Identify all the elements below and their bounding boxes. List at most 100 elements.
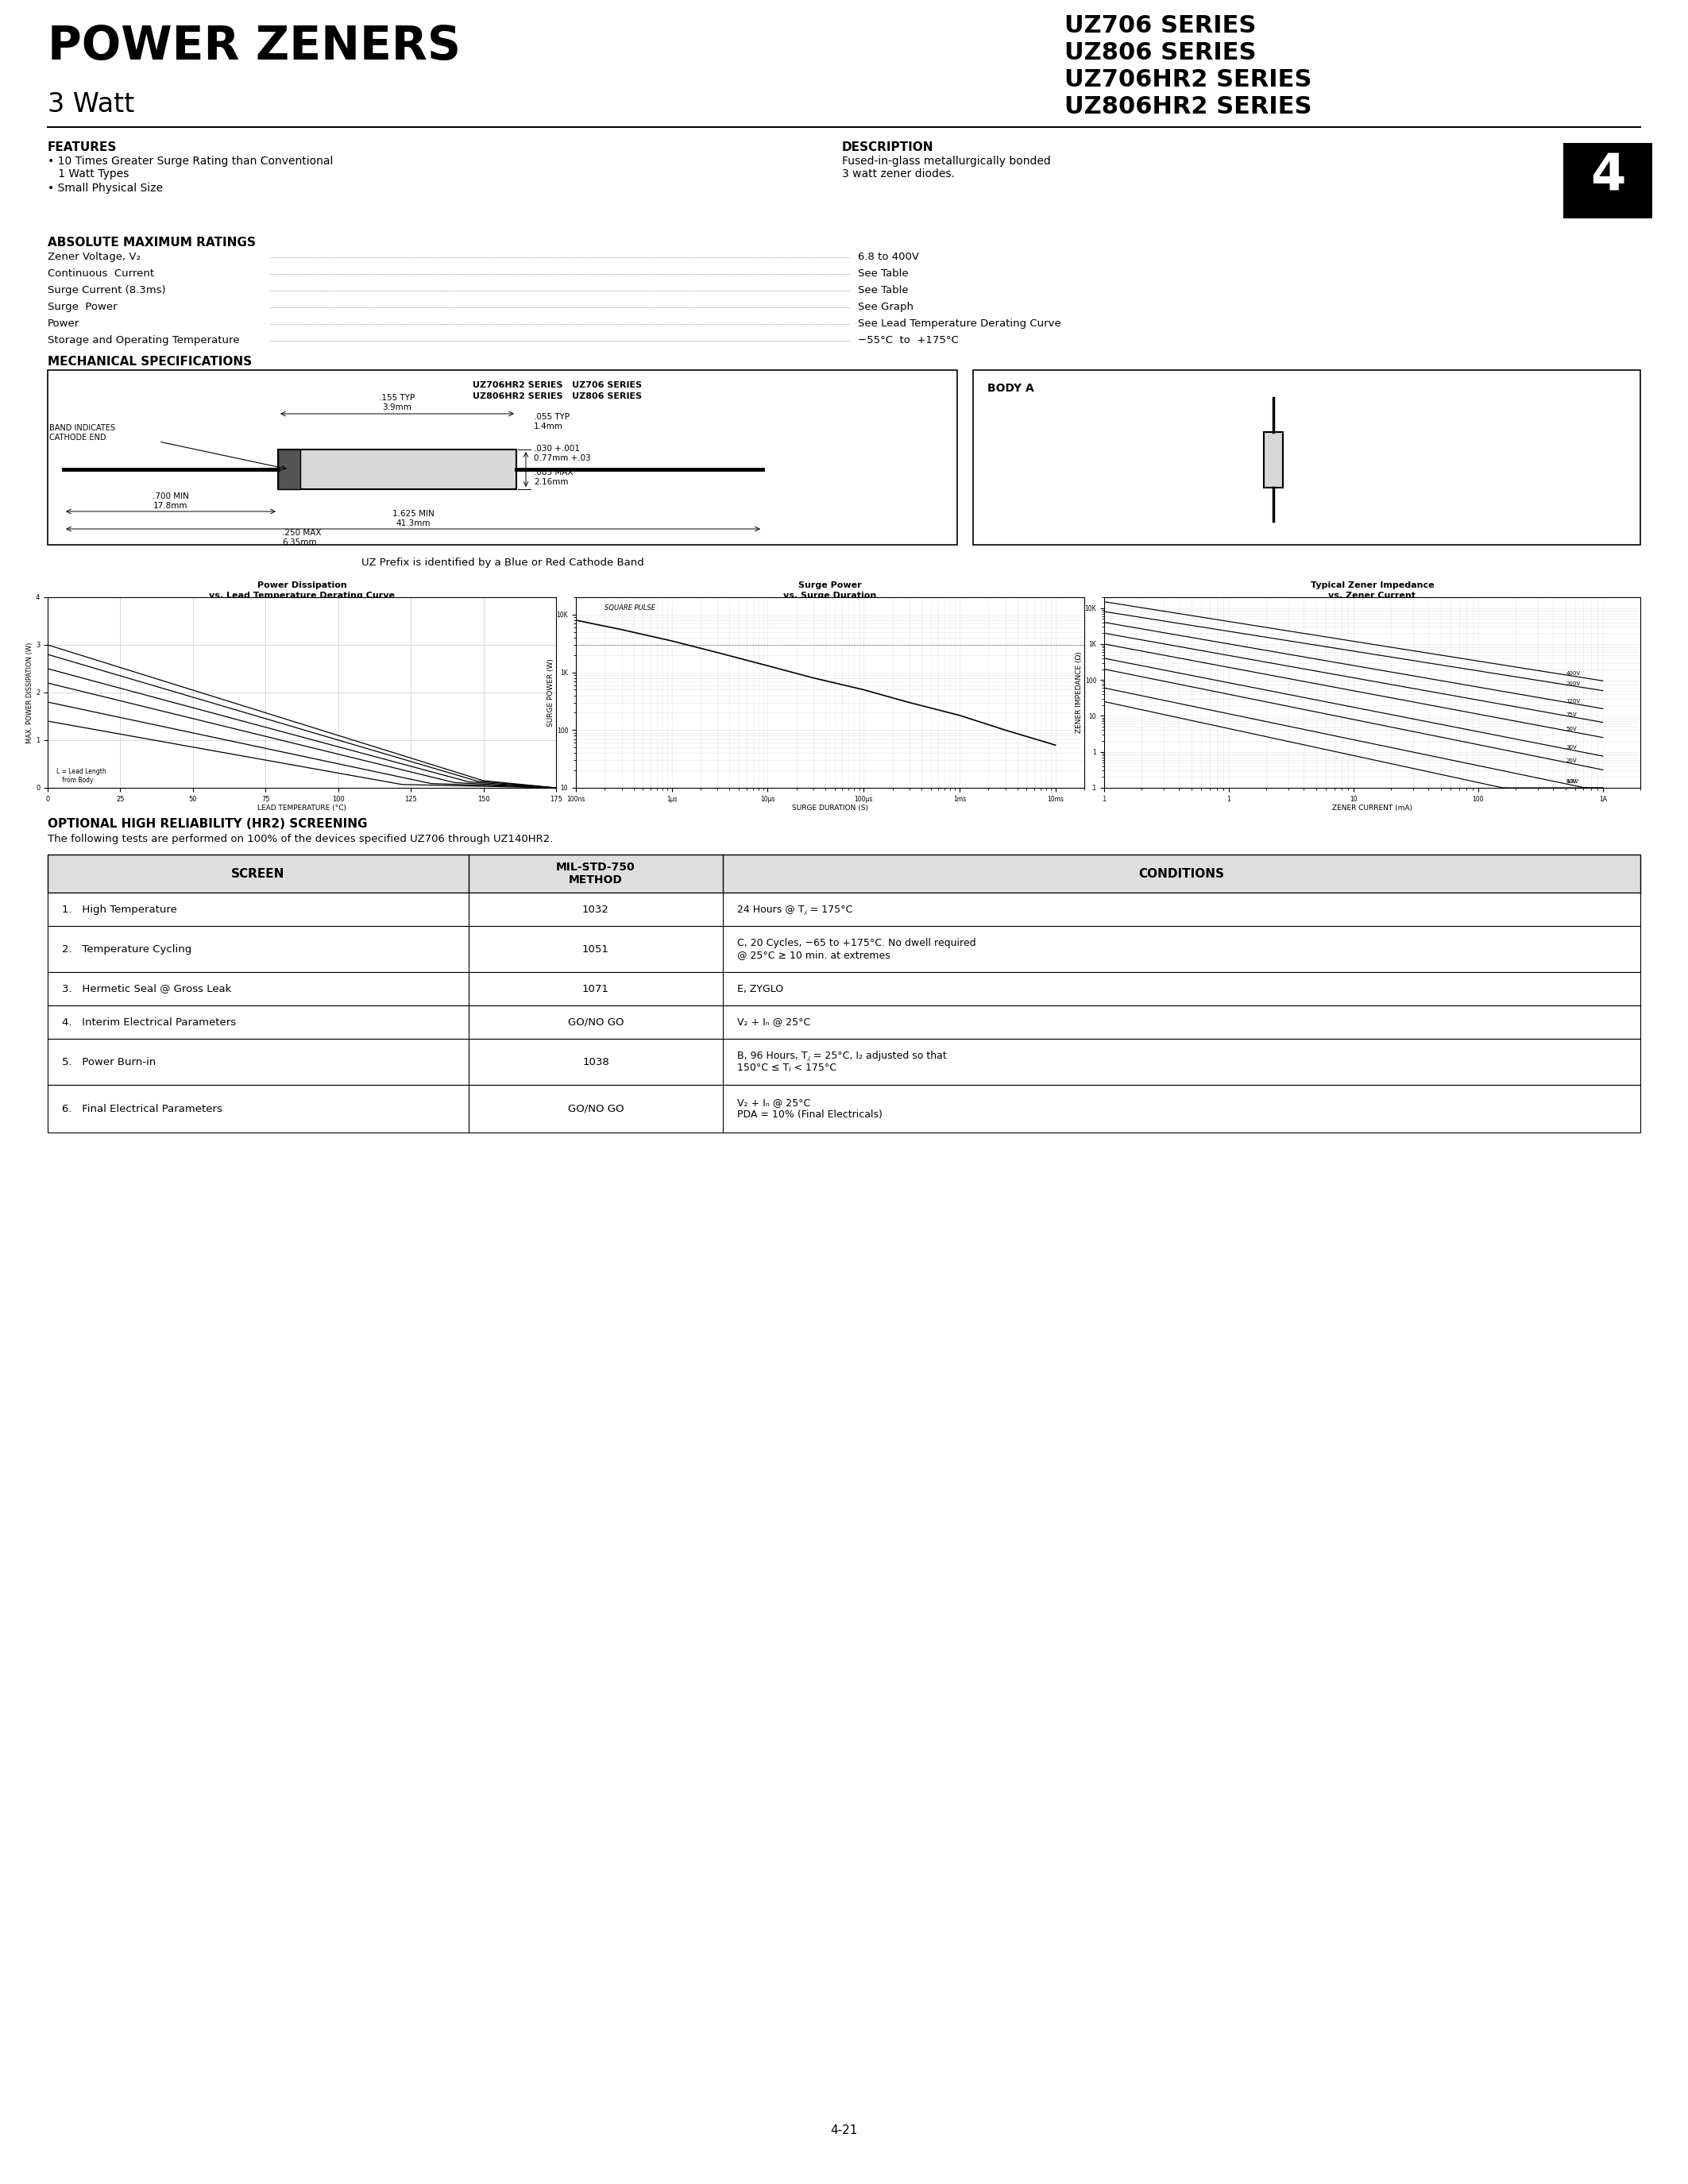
Text: vs. Lead Temperature Derating Curve: vs. Lead Temperature Derating Curve — [209, 592, 395, 601]
Text: The following tests are performed on 100% of the devices specified UZ706 through: The following tests are performed on 100… — [47, 834, 554, 845]
Text: UZ Prefix is identified by a Blue or Red Cathode Band: UZ Prefix is identified by a Blue or Red… — [361, 557, 643, 568]
Text: See Graph: See Graph — [858, 301, 913, 312]
Text: 3 watt zener diodes.: 3 watt zener diodes. — [842, 168, 955, 179]
Text: Zener Voltage, V₂: Zener Voltage, V₂ — [47, 251, 140, 262]
Text: CONDITIONS: CONDITIONS — [1139, 867, 1224, 880]
Text: .085 MAX
2.16mm: .085 MAX 2.16mm — [533, 470, 574, 485]
Text: GO/NO GO: GO/NO GO — [567, 1103, 625, 1114]
Text: 6.   Final Electrical Parameters: 6. Final Electrical Parameters — [62, 1103, 223, 1114]
Text: V₂ + Iₙ @ 25°C: V₂ + Iₙ @ 25°C — [738, 1018, 810, 1026]
Text: B, 96 Hours, T⁁ = 25°C, I₂ adjusted so that
150°C ≤ Tⱼ < 175°C: B, 96 Hours, T⁁ = 25°C, I₂ adjusted so t… — [738, 1051, 947, 1072]
X-axis label: LEAD TEMPERATURE (°C): LEAD TEMPERATURE (°C) — [257, 806, 346, 812]
Text: POWER ZENERS: POWER ZENERS — [47, 24, 461, 70]
Text: .055 TYP
1.4mm: .055 TYP 1.4mm — [533, 413, 569, 430]
Text: 1.   High Temperature: 1. High Temperature — [62, 904, 177, 915]
Text: L = Lead Length
   from Body: L = Lead Length from Body — [56, 769, 106, 784]
Bar — [1563, 142, 1653, 218]
Text: Surge Current (8.3ms): Surge Current (8.3ms) — [47, 286, 165, 295]
Text: .250 MAX
6.35mm: .250 MAX 6.35mm — [282, 529, 321, 546]
Bar — [47, 1005, 1641, 1040]
Text: 30V: 30V — [1566, 745, 1577, 749]
Text: 4: 4 — [1590, 153, 1626, 201]
Text: Power Dissipation: Power Dissipation — [257, 581, 346, 590]
Text: Surge  Power: Surge Power — [47, 301, 116, 312]
Text: 6.8V: 6.8V — [1566, 780, 1578, 784]
Text: DESCRIPTION: DESCRIPTION — [842, 142, 933, 153]
Text: 200V: 200V — [1566, 681, 1580, 686]
Text: .030 +.001
0.77mm +.03: .030 +.001 0.77mm +.03 — [533, 446, 591, 463]
Text: MECHANICAL SPECIFICATIONS: MECHANICAL SPECIFICATIONS — [47, 356, 252, 367]
Text: • 10 Times Greater Surge Rating than Conventional: • 10 Times Greater Surge Rating than Con… — [47, 155, 333, 166]
Bar — [279, 450, 300, 489]
Text: UZ806HR2 SERIES: UZ806HR2 SERIES — [1065, 96, 1312, 118]
Bar — [1264, 432, 1283, 487]
Text: SCREEN: SCREEN — [231, 867, 285, 880]
Text: See Lead Temperature Derating Curve: See Lead Temperature Derating Curve — [858, 319, 1062, 330]
Text: Continuous  Current: Continuous Current — [47, 269, 154, 280]
Text: V₂ + Iₙ @ 25°C
PDA = 10% (Final Electricals): V₂ + Iₙ @ 25°C PDA = 10% (Final Electric… — [738, 1099, 883, 1120]
Text: 3.   Hermetic Seal @ Gross Leak: 3. Hermetic Seal @ Gross Leak — [62, 983, 231, 994]
Text: 24 Hours @ T⁁ = 175°C: 24 Hours @ T⁁ = 175°C — [738, 904, 852, 915]
Text: FEATURES: FEATURES — [47, 142, 116, 153]
Bar — [279, 450, 517, 489]
Text: E, ZYGLO: E, ZYGLO — [738, 983, 783, 994]
Text: • Small Physical Size: • Small Physical Size — [47, 183, 162, 194]
Bar — [47, 369, 957, 544]
Text: SQUARE PULSE: SQUARE PULSE — [604, 605, 655, 612]
X-axis label: SURGE DURATION (S): SURGE DURATION (S) — [792, 806, 868, 812]
Y-axis label: ZENER IMPEDANCE (Ω): ZENER IMPEDANCE (Ω) — [1075, 651, 1082, 734]
Text: 75V: 75V — [1566, 712, 1577, 716]
Bar — [47, 854, 1641, 893]
Text: Surge Power: Surge Power — [798, 581, 863, 590]
Text: Storage and Operating Temperature: Storage and Operating Temperature — [47, 334, 240, 345]
Text: 1 Watt Types: 1 Watt Types — [47, 168, 128, 179]
Text: 1.625 MIN
41.3mm: 1.625 MIN 41.3mm — [392, 511, 434, 526]
Text: C, 20 Cycles, −65 to +175°C. No dwell required
@ 25°C ≥ 10 min. at extremes: C, 20 Cycles, −65 to +175°C. No dwell re… — [738, 937, 976, 961]
Text: BAND INDICATES
CATHODE END: BAND INDICATES CATHODE END — [49, 424, 115, 441]
Text: MIL-STD-750
METHOD: MIL-STD-750 METHOD — [557, 863, 635, 885]
Bar — [47, 1085, 1641, 1133]
Text: 1051: 1051 — [582, 943, 609, 954]
Text: 2.   Temperature Cycling: 2. Temperature Cycling — [62, 943, 192, 954]
Text: BODY A: BODY A — [987, 382, 1035, 393]
Text: UZ706 SERIES: UZ706 SERIES — [1065, 15, 1256, 37]
Text: UZ706HR2 SERIES: UZ706HR2 SERIES — [1065, 68, 1312, 92]
Text: Typical Zener Impedance: Typical Zener Impedance — [1310, 581, 1435, 590]
Text: 120V: 120V — [1566, 699, 1580, 703]
Text: .155 TYP
3.9mm: .155 TYP 3.9mm — [380, 395, 415, 411]
Bar — [47, 972, 1641, 1005]
Bar — [972, 369, 1641, 544]
Text: 5.   Power Burn-in: 5. Power Burn-in — [62, 1057, 155, 1068]
Text: 20V: 20V — [1566, 758, 1577, 762]
Text: UZ706HR2 SERIES   UZ706 SERIES: UZ706HR2 SERIES UZ706 SERIES — [473, 382, 641, 389]
Text: 1032: 1032 — [582, 904, 609, 915]
Text: 4-21: 4-21 — [830, 2125, 858, 2136]
Text: vs. Zener Current: vs. Zener Current — [1328, 592, 1416, 601]
Text: 1071: 1071 — [582, 983, 609, 994]
Text: −55°C  to  +175°C: −55°C to +175°C — [858, 334, 959, 345]
Text: Power: Power — [47, 319, 79, 330]
Text: 1038: 1038 — [582, 1057, 609, 1068]
Text: 400V: 400V — [1566, 670, 1580, 677]
Text: UZ806HR2 SERIES   UZ806 SERIES: UZ806HR2 SERIES UZ806 SERIES — [473, 393, 641, 400]
Bar — [47, 926, 1641, 972]
Text: See Table: See Table — [858, 269, 908, 280]
X-axis label: ZENER CURRENT (mA): ZENER CURRENT (mA) — [1332, 806, 1413, 812]
Text: vs. Surge Duration: vs. Surge Duration — [783, 592, 876, 601]
Text: OPTIONAL HIGH RELIABILITY (HR2) SCREENING: OPTIONAL HIGH RELIABILITY (HR2) SCREENIN… — [47, 819, 368, 830]
Text: See Table: See Table — [858, 286, 908, 295]
Text: 4.   Interim Electrical Parameters: 4. Interim Electrical Parameters — [62, 1018, 236, 1026]
Text: 50V: 50V — [1566, 727, 1577, 732]
Text: 3 Watt: 3 Watt — [47, 92, 135, 118]
Text: GO/NO GO: GO/NO GO — [567, 1018, 625, 1026]
Text: ABSOLUTE MAXIMUM RATINGS: ABSOLUTE MAXIMUM RATINGS — [47, 236, 255, 249]
Text: 6.8 to 400V: 6.8 to 400V — [858, 251, 918, 262]
Text: 10V: 10V — [1566, 780, 1577, 784]
Text: UZ806 SERIES: UZ806 SERIES — [1065, 41, 1256, 63]
Text: Fused-in-glass metallurgically bonded: Fused-in-glass metallurgically bonded — [842, 155, 1050, 166]
Text: .700 MIN
17.8mm: .700 MIN 17.8mm — [152, 494, 189, 509]
Bar — [47, 893, 1641, 926]
Bar — [47, 1040, 1641, 1085]
Y-axis label: SURGE POWER (W): SURGE POWER (W) — [547, 657, 554, 727]
Y-axis label: MAX. POWER DISSIPATION (W): MAX. POWER DISSIPATION (W) — [27, 642, 34, 743]
